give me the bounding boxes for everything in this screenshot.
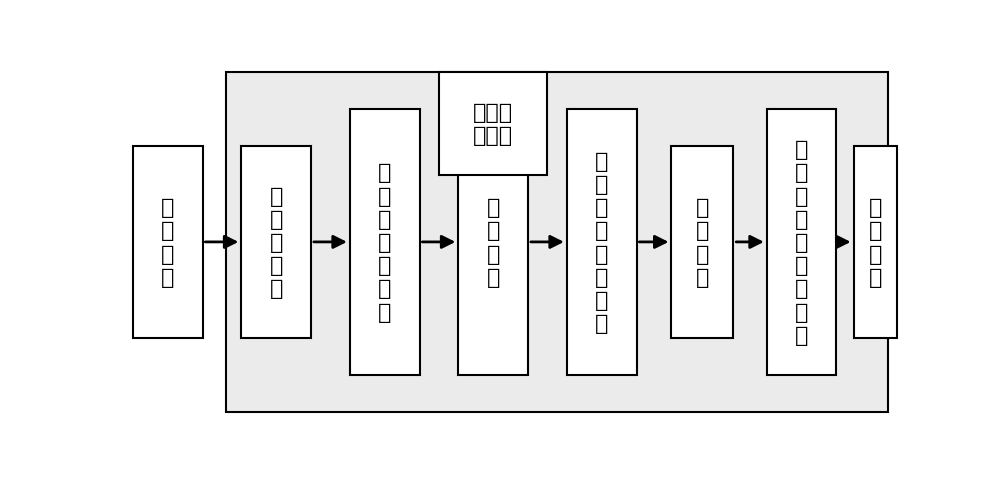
Bar [671,146,733,338]
Text: 聚
焦
光
路: 聚 焦 光 路 [696,198,709,287]
Text: 发
射
误
差
源
模
拟
器: 发 射 误 差 源 模 拟 器 [595,151,608,334]
Text: 接
收
端
机: 接 收 端 机 [869,198,882,287]
Text: 发
射
端
机: 发 射 端 机 [161,198,174,287]
Text: 合
束
光
路: 合 束 光 路 [486,198,500,287]
Bar [350,109,420,375]
Text: 大
气
信
道
模
拟
器: 大 气 信 道 模 拟 器 [378,163,391,322]
Bar [439,72,547,176]
Text: 背景光
模拟器: 背景光 模拟器 [473,103,513,146]
Bar [133,146,202,338]
Text: 碳
纳
米
管
光
电
探
测
器: 碳 纳 米 管 光 电 探 测 器 [795,140,808,345]
Bar [241,146,311,338]
Text: 缩
束
望
远
镜: 缩 束 望 远 镜 [269,186,283,299]
Bar [567,109,637,375]
Bar [854,146,897,338]
Bar [767,109,836,375]
Bar [226,72,888,412]
Bar [458,109,528,375]
